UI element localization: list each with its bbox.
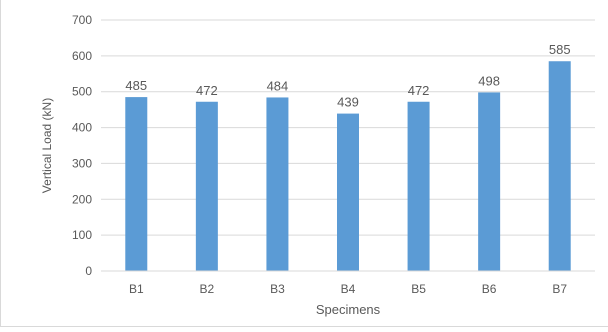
x-tick-label-B3: B3 xyxy=(270,282,285,296)
bar-B4 xyxy=(337,113,359,271)
y-tick-label: 700 xyxy=(72,13,92,27)
x-tick-label-B6: B6 xyxy=(482,282,497,296)
data-labels: 485 472 484 439 472 498 585 xyxy=(125,42,570,109)
data-label-B7: 585 xyxy=(549,42,571,57)
data-label-B3: 484 xyxy=(267,78,289,93)
data-label-B2: 472 xyxy=(196,83,218,98)
data-label-B6: 498 xyxy=(478,73,500,88)
x-tick-label-B7: B7 xyxy=(552,282,567,296)
x-tick-label-B1: B1 xyxy=(129,282,144,296)
x-tick-label-B4: B4 xyxy=(341,282,356,296)
data-label-B4: 439 xyxy=(337,95,359,110)
y-tick-label: 100 xyxy=(72,228,92,242)
data-label-B5: 472 xyxy=(408,83,430,98)
bar-B2 xyxy=(195,101,218,271)
y-tick-label: 200 xyxy=(72,192,92,206)
y-tick-label: 300 xyxy=(72,156,92,170)
x-axis-ticks: B1 B2 B3 B4 B5 B6 B7 xyxy=(129,282,567,296)
y-tick-label: 500 xyxy=(72,85,92,99)
x-axis-title: Specimens xyxy=(316,302,381,317)
y-axis-ticks: 0 100 200 300 400 500 600 700 xyxy=(72,13,92,278)
x-tick-label-B5: B5 xyxy=(411,282,426,296)
x-tick-label-B2: B2 xyxy=(200,282,215,296)
bar-B7 xyxy=(548,61,571,271)
y-tick-label: 600 xyxy=(72,49,92,63)
y-tick-label: 0 xyxy=(85,264,92,278)
bar-B6 xyxy=(478,92,501,271)
data-label-B1: 485 xyxy=(125,78,147,93)
y-tick-label: 400 xyxy=(72,121,92,135)
y-axis-title: Vertical Load (kN) xyxy=(40,98,54,193)
bar-B5 xyxy=(407,101,430,271)
bars xyxy=(125,61,571,271)
bar-B3 xyxy=(266,97,289,271)
bar-B1 xyxy=(125,97,148,271)
